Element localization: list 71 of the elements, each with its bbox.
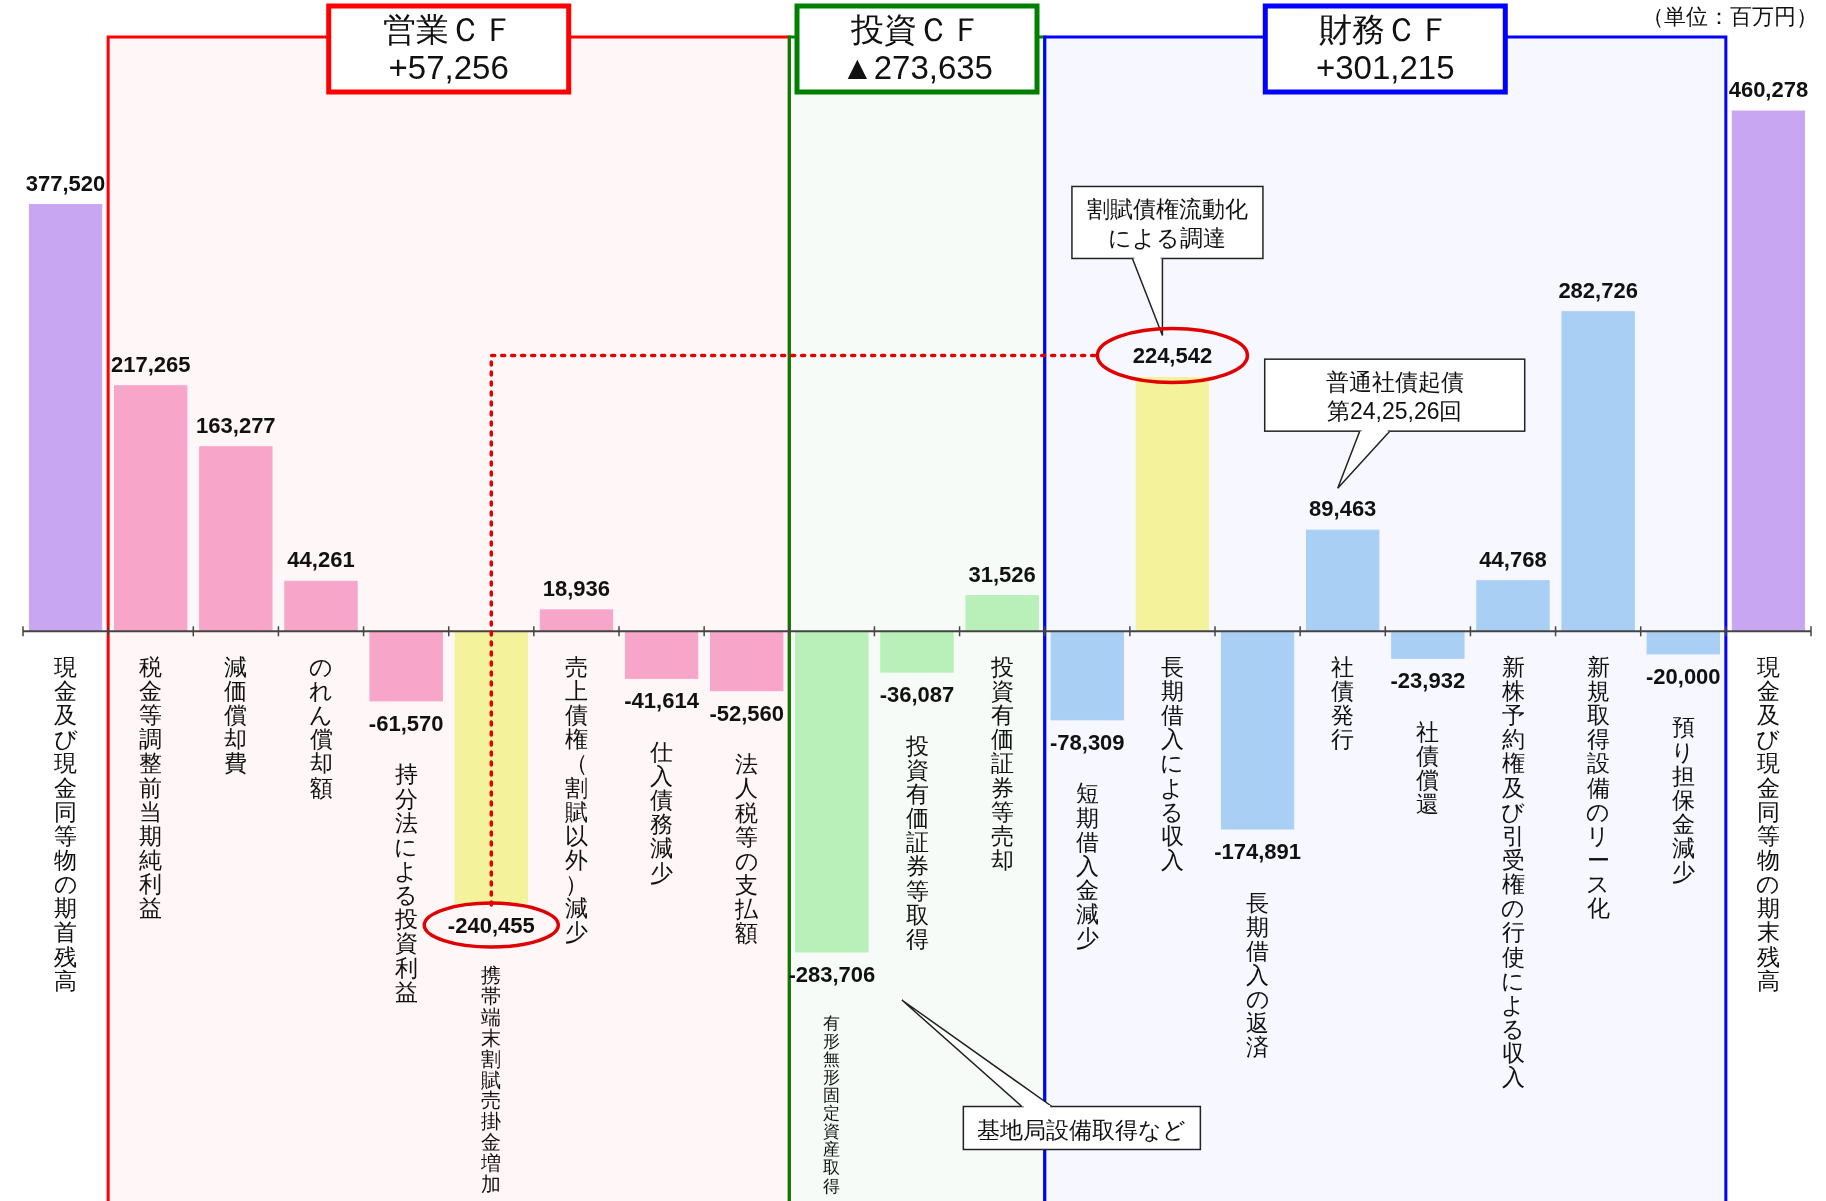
bar (28, 204, 103, 632)
data-label: 44,768 (1479, 546, 1547, 572)
x-tick-label: 預り担保金減少 (1671, 714, 1696, 886)
annotation: 割賦債権流動化による調達 (1086, 196, 1248, 252)
category-label: 持分法による投資利益 (394, 761, 419, 1005)
x-tick-label: 長期借入の返済 (1245, 889, 1270, 1061)
data-label: -240,455 (447, 913, 535, 939)
data-label: 282,726 (1558, 277, 1638, 303)
bar (1476, 580, 1550, 632)
data-label: -78,309 (1049, 729, 1125, 755)
data-label: -52,560 (709, 700, 785, 726)
x-tick-label: 減価償却費 (224, 653, 248, 777)
bar (454, 630, 528, 904)
category-label: 投資有価証券等取得 (905, 732, 929, 952)
x-tick-label: 社債発行 (1331, 653, 1355, 753)
x-tick-label: のれん償却額 (309, 653, 333, 801)
callout: 割賦債権流動化による調達 (1071, 185, 1264, 337)
bar (1731, 110, 1806, 632)
bar (965, 595, 1039, 632)
data-label: -41,614 (624, 688, 700, 714)
category-label: 新規取得設備のリース化 (1586, 653, 1611, 922)
data-label: 163,277 (196, 412, 276, 438)
bar (1220, 630, 1295, 830)
data-label: 460,278 (1728, 77, 1809, 102)
data-label: -36,087 (879, 682, 955, 708)
bar (199, 446, 273, 632)
category-label: 携帯端末割賦売掛金増加 (481, 964, 502, 1196)
data-label: -61,570 (368, 710, 444, 736)
bar (284, 580, 358, 632)
data-label: 89,463 (1309, 496, 1377, 522)
bar (1391, 630, 1465, 659)
x-tick-label: 法人税等の支払額 (734, 751, 760, 947)
x-tick-label: 短期借入金減少 (1075, 780, 1099, 952)
category-label: 売上債権（割賦以外）減少 (564, 653, 588, 946)
data-label: -23,932 (1390, 668, 1466, 694)
bar (1135, 376, 1210, 632)
category-label: 現金及び現金同等物の期末残高 (1756, 653, 1781, 994)
data-label: -174,891 (1214, 839, 1301, 864)
text: （単位：百万円） (1642, 4, 1818, 29)
x-tick-label: 仕入債務減少 (649, 738, 674, 886)
data-label: 31,526 (968, 561, 1036, 587)
data-label: 44,261 (287, 547, 355, 573)
band-label: 財務ＣＦ +301,215 (1316, 11, 1455, 86)
callout: 基地局設備取得など (901, 999, 1202, 1151)
bar (1561, 311, 1635, 632)
data-label: 377,520 (25, 170, 106, 196)
bar (710, 630, 784, 692)
bar (1306, 529, 1380, 632)
callout: 普通社債起債第24,25,26回 (1263, 358, 1526, 489)
bar (880, 630, 954, 673)
category-label: 長期借入による収入 (1160, 653, 1185, 874)
band-label: 投資ＣＦ ▲273,635 (841, 11, 993, 86)
category-label: 有形無形固定資産取得 (823, 1012, 841, 1196)
bar (624, 630, 699, 679)
category-label: 投資有価証券等売却 (990, 653, 1014, 874)
bar (114, 385, 188, 632)
bar (539, 609, 614, 632)
category-label: 現金及び現金同等物の期首残高 (53, 653, 78, 994)
bar (1050, 630, 1124, 721)
data-label: 224,542 (1132, 343, 1213, 369)
x-tick-label: 社債償還 (1416, 718, 1440, 818)
data-label: -20,000 (1645, 663, 1721, 689)
bar (369, 630, 443, 702)
data-label: 18,936 (542, 575, 611, 601)
category-label: 新株予約権及び引受権の行使による収入 (1501, 653, 1525, 1091)
bar (795, 630, 869, 953)
annotation: 普通社債起債第24,25,26回 (1325, 369, 1464, 425)
data-label: 217,265 (110, 351, 191, 377)
bar (1646, 630, 1720, 655)
band-label: 営業ＣＦ +57,256 (382, 11, 515, 86)
category-label: 税金等調整前当期純利益 (139, 653, 163, 922)
